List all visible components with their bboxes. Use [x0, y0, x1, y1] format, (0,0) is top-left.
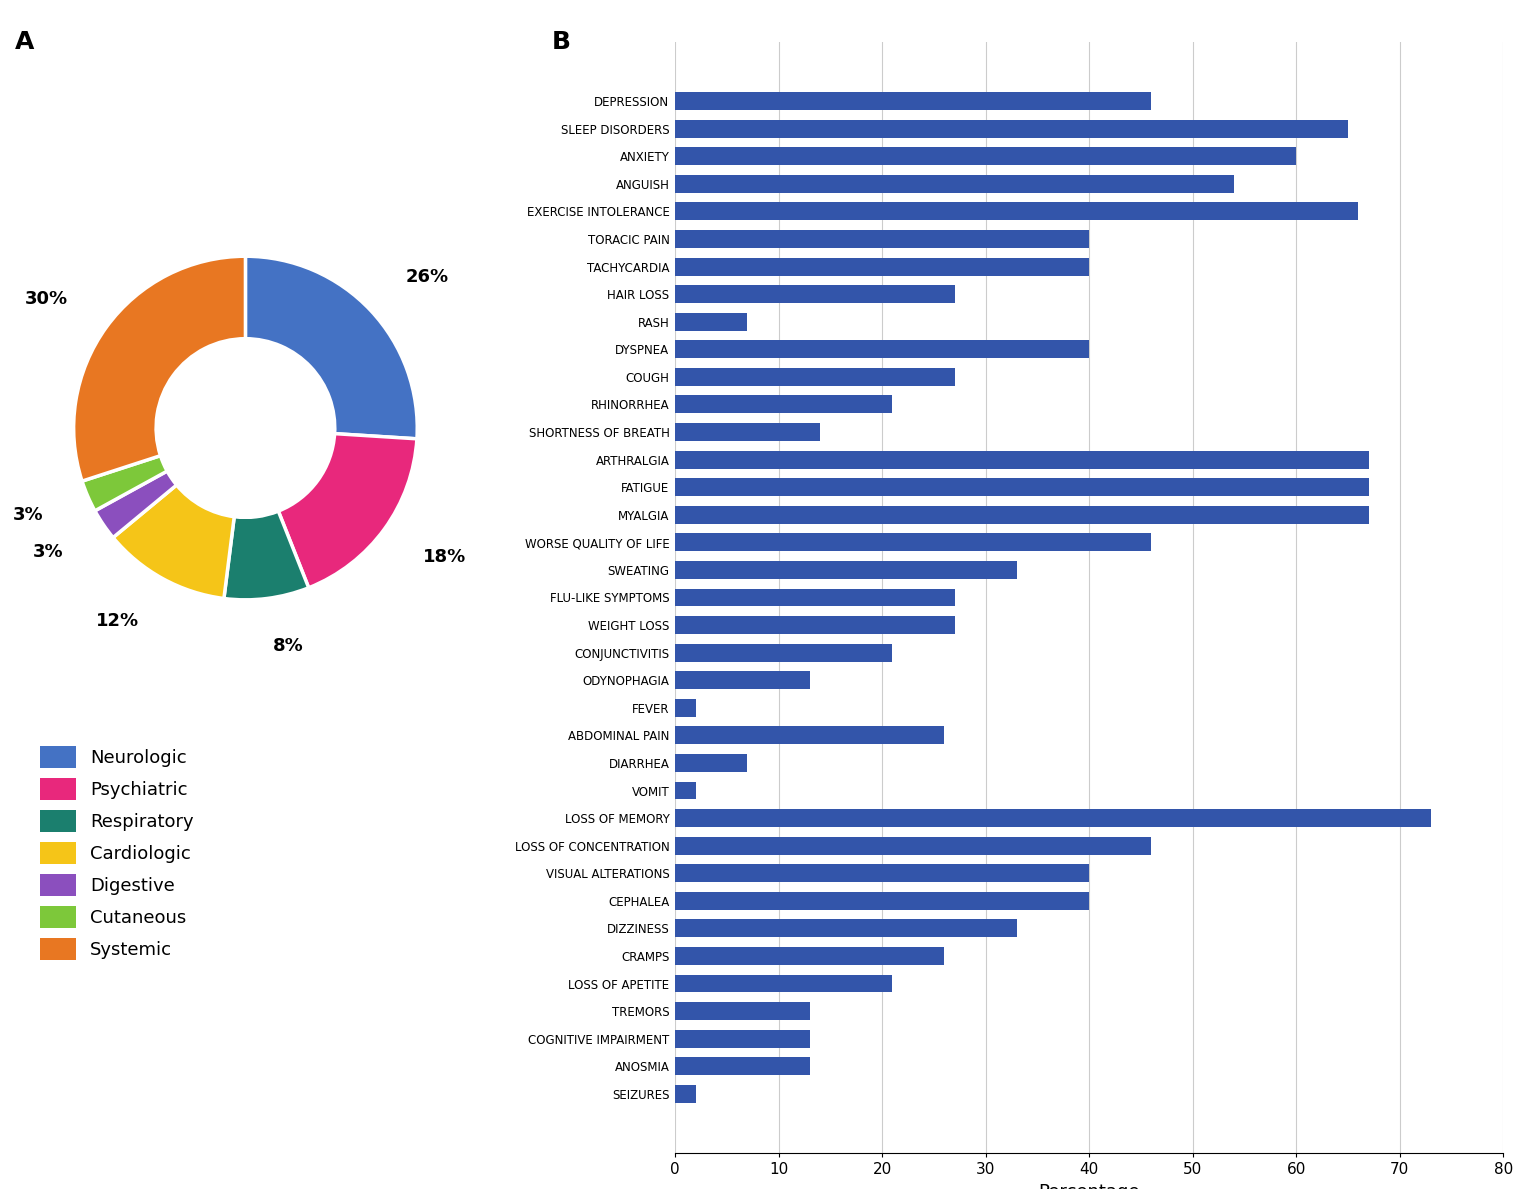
- Bar: [675, 975, 893, 993]
- Bar: [675, 340, 1089, 358]
- Bar: [675, 616, 954, 634]
- Wedge shape: [95, 471, 176, 537]
- Bar: [675, 367, 954, 385]
- Bar: [675, 1030, 810, 1048]
- Text: 3%: 3%: [32, 542, 63, 561]
- Wedge shape: [245, 257, 417, 439]
- Bar: [675, 175, 1233, 193]
- Bar: [675, 810, 1431, 828]
- Bar: [675, 643, 893, 661]
- Text: A: A: [15, 30, 35, 54]
- Wedge shape: [114, 485, 235, 598]
- Wedge shape: [278, 434, 417, 587]
- Text: 30%: 30%: [25, 290, 67, 308]
- Wedge shape: [74, 257, 245, 482]
- Bar: [675, 864, 1089, 882]
- Text: 8%: 8%: [273, 637, 304, 655]
- Bar: [675, 892, 1089, 910]
- Bar: [675, 202, 1359, 220]
- Legend: Neurologic, Psychiatric, Respiratory, Cardiologic, Digestive, Cutaneous, Systemi: Neurologic, Psychiatric, Respiratory, Ca…: [40, 747, 193, 960]
- Bar: [675, 837, 1150, 855]
- Bar: [675, 229, 1089, 249]
- Bar: [675, 781, 695, 799]
- Bar: [675, 1002, 810, 1020]
- X-axis label: Percentage: Percentage: [1039, 1183, 1140, 1189]
- Bar: [675, 946, 945, 965]
- Bar: [675, 754, 747, 772]
- Bar: [675, 672, 810, 690]
- Bar: [675, 589, 954, 606]
- Bar: [675, 1057, 810, 1075]
- Bar: [675, 478, 1368, 496]
- Bar: [675, 699, 695, 717]
- Text: 18%: 18%: [423, 548, 466, 566]
- Wedge shape: [81, 455, 167, 511]
- Bar: [675, 1084, 695, 1103]
- Bar: [675, 561, 1017, 579]
- Bar: [675, 505, 1368, 523]
- Bar: [675, 120, 1348, 138]
- Bar: [675, 423, 819, 441]
- Bar: [675, 396, 893, 414]
- Bar: [675, 313, 747, 331]
- Bar: [675, 726, 945, 744]
- Bar: [675, 451, 1368, 468]
- Bar: [675, 258, 1089, 276]
- Text: 26%: 26%: [407, 269, 449, 287]
- Text: 3%: 3%: [12, 507, 43, 524]
- Bar: [675, 919, 1017, 937]
- Bar: [675, 93, 1150, 111]
- Bar: [675, 285, 954, 303]
- Wedge shape: [224, 511, 308, 599]
- Text: 12%: 12%: [97, 612, 140, 630]
- Bar: [675, 534, 1150, 552]
- Bar: [675, 147, 1296, 165]
- Text: B: B: [552, 30, 571, 54]
